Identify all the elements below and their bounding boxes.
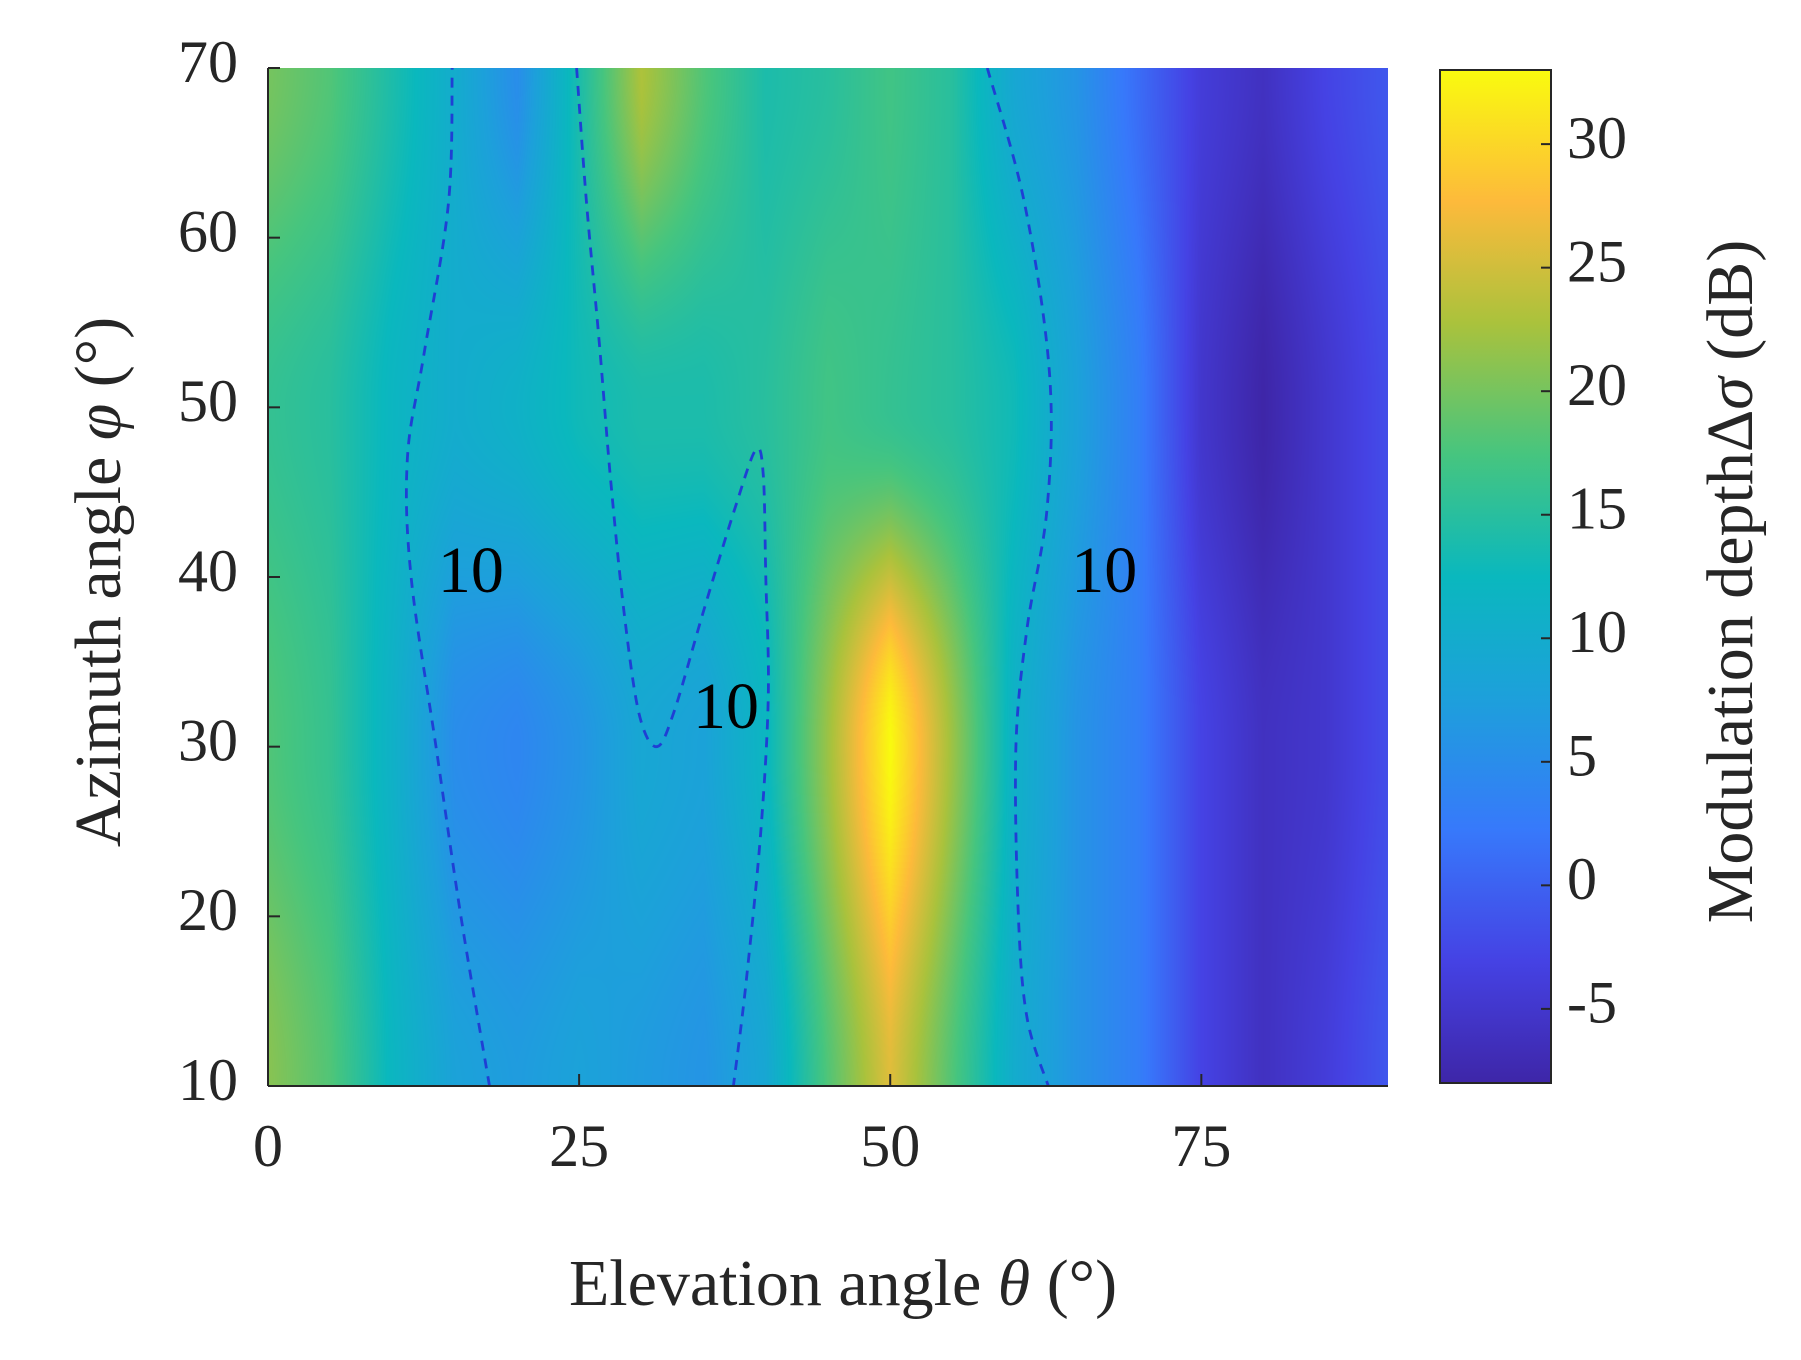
colorbar-tick-label: 0 bbox=[1567, 846, 1597, 912]
contour-labels: 10 10 10 bbox=[438, 534, 1137, 743]
heatmap-surface bbox=[268, 68, 1388, 1086]
contour-line-2 bbox=[575, 68, 770, 1086]
contour-lines bbox=[404, 68, 1053, 1086]
x-tick-label: 75 bbox=[1171, 1113, 1231, 1179]
colorbar-tick-label: 20 bbox=[1567, 352, 1627, 418]
y-tick-label: 30 bbox=[178, 707, 238, 773]
colorbar-tick-label: 5 bbox=[1567, 723, 1597, 789]
colorbar-tick-label: 25 bbox=[1567, 228, 1627, 294]
y-tick-label: 40 bbox=[178, 538, 238, 604]
x-tick-label: 0 bbox=[253, 1113, 283, 1179]
colorbar-bar bbox=[1439, 69, 1552, 1084]
y-tick-label: 70 bbox=[178, 29, 238, 95]
x-tick-label: 25 bbox=[549, 1113, 609, 1179]
colorbar-tick-label: -5 bbox=[1567, 970, 1617, 1036]
colorbar-tick-label: 15 bbox=[1567, 475, 1627, 541]
y-tick-label: 10 bbox=[178, 1047, 238, 1113]
axes: 10 20 30 40 50 60 70 0 25 50 75 bbox=[178, 29, 1388, 1179]
y-tick-label: 50 bbox=[178, 368, 238, 434]
colorbar-tick-label: 10 bbox=[1567, 599, 1627, 665]
contour-label-2: 10 bbox=[693, 670, 759, 743]
y-axis-title: Azimuth angle φ (°) bbox=[62, 317, 135, 847]
contour-label-1: 10 bbox=[438, 534, 504, 607]
contour-line-3 bbox=[985, 68, 1053, 1086]
heatmap-image bbox=[268, 68, 1388, 1086]
colorbar-title: Modulation depthΔσ (dB) bbox=[1694, 240, 1767, 924]
contour-line-1 bbox=[404, 68, 491, 1086]
y-tick-label: 60 bbox=[178, 198, 238, 264]
colorbar: -5 0 5 10 15 20 25 30 bbox=[1439, 69, 1627, 1084]
contour-label-3: 10 bbox=[1071, 534, 1137, 607]
x-tick-label: 50 bbox=[860, 1113, 920, 1179]
colorbar-tick-label: 30 bbox=[1567, 105, 1627, 171]
y-tick-label: 20 bbox=[178, 877, 238, 943]
x-axis-title: Elevation angle θ (°) bbox=[569, 1247, 1117, 1320]
